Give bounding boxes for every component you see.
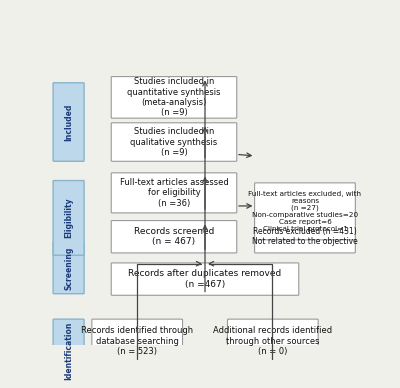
FancyBboxPatch shape <box>53 319 84 382</box>
FancyBboxPatch shape <box>111 76 237 118</box>
Text: Included: Included <box>64 103 73 141</box>
Text: Records screened
(n = 467): Records screened (n = 467) <box>134 227 214 246</box>
FancyBboxPatch shape <box>111 173 237 213</box>
Text: Eligibility: Eligibility <box>64 197 73 238</box>
FancyBboxPatch shape <box>228 319 318 363</box>
Text: Additional records identified
through other sources
(n = 0): Additional records identified through ot… <box>213 326 332 356</box>
Text: Full-text articles excluded, with
reasons
(n =27)
Non-comparative studies=20
Cas: Full-text articles excluded, with reason… <box>248 191 362 232</box>
FancyBboxPatch shape <box>111 263 299 295</box>
FancyBboxPatch shape <box>254 183 355 240</box>
Text: Records excluded (n =431)
Not related to the objective: Records excluded (n =431) Not related to… <box>252 227 358 246</box>
Text: Records identified through
database searching
(n = 523): Records identified through database sear… <box>81 326 193 356</box>
FancyBboxPatch shape <box>111 123 237 161</box>
FancyBboxPatch shape <box>111 221 237 253</box>
FancyBboxPatch shape <box>53 83 84 161</box>
Text: Identification: Identification <box>64 322 73 380</box>
Text: Full-text articles assessed
for eligibility
(n =36): Full-text articles assessed for eligibil… <box>120 178 228 208</box>
Text: Studies included in
quantitative synthesis
(meta-analysis)
(n =9): Studies included in quantitative synthes… <box>127 77 221 118</box>
Text: Screening: Screening <box>64 246 73 289</box>
FancyBboxPatch shape <box>254 221 355 253</box>
Text: Studies included in
qualitative synthesis
(n =9): Studies included in qualitative synthesi… <box>130 127 218 157</box>
FancyBboxPatch shape <box>53 242 84 294</box>
FancyBboxPatch shape <box>53 180 84 255</box>
Text: Records after duplicates removed
(n =467): Records after duplicates removed (n =467… <box>128 269 282 289</box>
FancyBboxPatch shape <box>92 319 182 363</box>
